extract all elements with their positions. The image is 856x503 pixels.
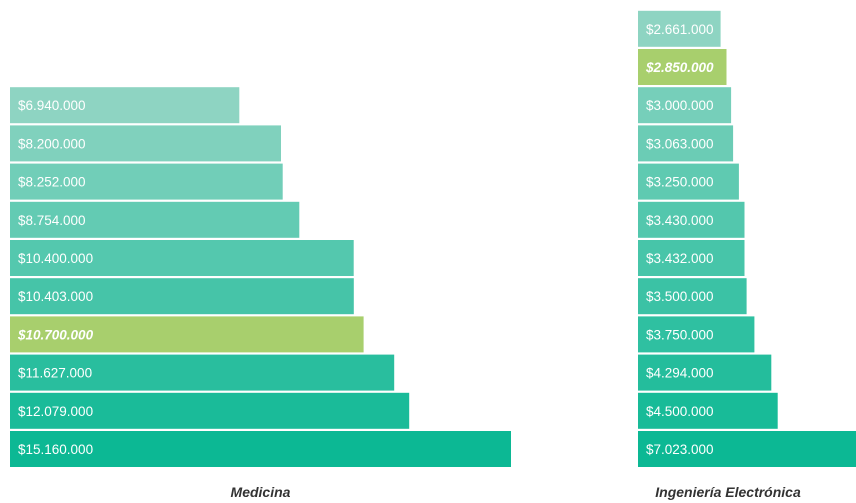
bar-label-ingenieria-0: $2.661.000 bbox=[646, 22, 714, 37]
bar-ingenieria-9 bbox=[638, 354, 772, 391]
bar-label-medicina-0: $6.940.000 bbox=[18, 98, 86, 113]
bar-label-ingenieria-4: $3.250.000 bbox=[646, 175, 714, 190]
bar-ingenieria-0 bbox=[638, 10, 721, 47]
bar-label-ingenieria-1: $2.850.000 bbox=[645, 60, 714, 75]
chart-title-medicina: Medicina bbox=[230, 484, 291, 500]
bar-label-ingenieria-8: $3.750.000 bbox=[646, 327, 714, 342]
bar-ingenieria-4 bbox=[638, 163, 739, 200]
bar-medicina-6 bbox=[10, 316, 364, 353]
bar-medicina-1 bbox=[10, 125, 281, 162]
bar-label-ingenieria-7: $3.500.000 bbox=[646, 289, 714, 304]
chart-title-ingenieria-electronica: Ingeniería Electrónica bbox=[655, 484, 801, 500]
bar-medicina-3 bbox=[10, 201, 300, 238]
bar-medicina-8 bbox=[10, 392, 410, 429]
bar-label-ingenieria-9: $4.294.000 bbox=[646, 366, 714, 381]
bar-label-ingenieria-5: $3.430.000 bbox=[646, 213, 714, 228]
bar-label-medicina-9: $15.160.000 bbox=[18, 442, 93, 457]
bar-label-medicina-6: $10.700.000 bbox=[17, 327, 94, 342]
bar-medicina-4 bbox=[10, 240, 354, 276]
bar-group-medicina: $6.940.000 $8.200.000 $8.252.000 $8.754.000… bbox=[10, 87, 511, 467]
bar-label-medicina-4: $10.400.000 bbox=[18, 251, 93, 266]
bar-ingenieria-3 bbox=[638, 125, 734, 162]
bar-medicina-7 bbox=[10, 354, 395, 391]
bar-label-medicina-8: $12.079.000 bbox=[18, 404, 93, 419]
bar-medicina-9 bbox=[10, 431, 511, 467]
bar-medicina-0 bbox=[10, 87, 240, 124]
bar-label-medicina-2: $8.252.000 bbox=[18, 175, 86, 190]
bar-ingenieria-10 bbox=[638, 392, 778, 429]
bar-ingenieria-8 bbox=[638, 316, 755, 353]
bar-label-ingenieria-3: $3.063.000 bbox=[646, 136, 714, 151]
bar-ingenieria-7 bbox=[638, 278, 747, 315]
bar-label-medicina-5: $10.403.000 bbox=[18, 289, 93, 304]
bar-medicina-2 bbox=[10, 163, 283, 200]
bar-ingenieria-2 bbox=[638, 87, 732, 124]
bar-label-ingenieria-11: $7.023.000 bbox=[646, 442, 714, 457]
bar-ingenieria-5 bbox=[638, 201, 745, 238]
bar-medicina-5 bbox=[10, 278, 354, 315]
bar-group-ingenieria: $2.661.000 $2.850.000 $3.000.000 $3.063.000… bbox=[638, 10, 856, 467]
bar-label-medicina-7: $11.627.000 bbox=[18, 366, 92, 381]
bar-label-ingenieria-2: $3.000.000 bbox=[646, 98, 714, 113]
bar-label-medicina-1: $8.200.000 bbox=[18, 136, 86, 151]
bar-ingenieria-1 bbox=[638, 49, 727, 85]
bar-ingenieria-6 bbox=[638, 240, 745, 276]
bar-label-ingenieria-10: $4.500.000 bbox=[646, 404, 714, 419]
bar-ingenieria-11 bbox=[638, 431, 856, 467]
bar-label-ingenieria-6: $3.432.000 bbox=[646, 251, 714, 266]
bar-label-medicina-3: $8.754.000 bbox=[18, 213, 86, 228]
